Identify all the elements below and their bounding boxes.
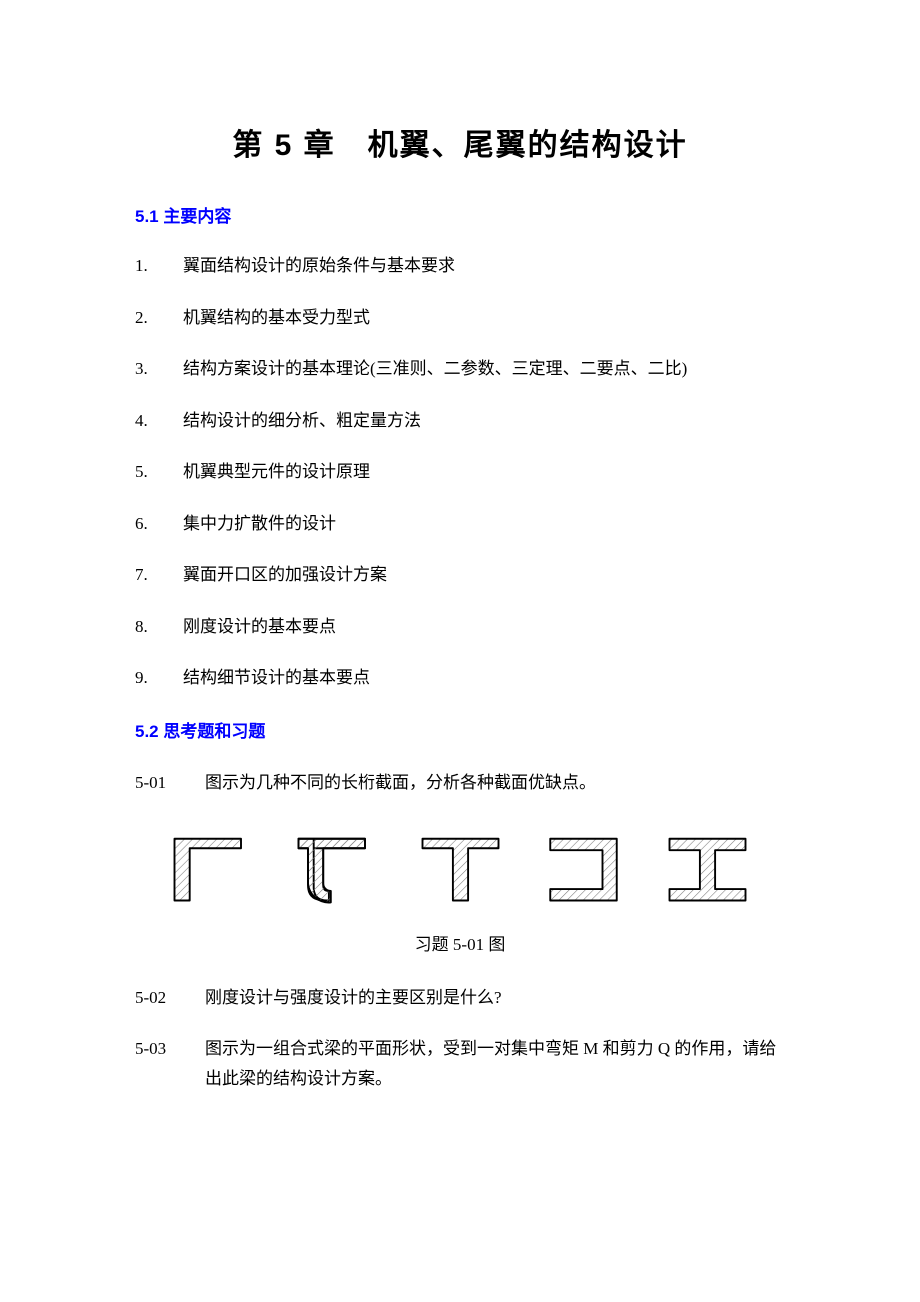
item-text: 结构细节设计的基本要点 [183, 665, 370, 691]
figure-caption: 习题 5-01 图 [135, 930, 785, 955]
item-number: 4. [135, 408, 183, 434]
list-item: 6.集中力扩散件的设计 [135, 511, 785, 537]
item-number: 2. [135, 305, 183, 331]
item-text: 翼面结构设计的原始条件与基本要求 [183, 253, 455, 279]
item-number: 9. [135, 665, 183, 691]
section-heading-5-2: 5.2 思考题和习题 [135, 717, 785, 742]
item-text: 机翼典型元件的设计原理 [183, 459, 370, 485]
question-number: 5-01 [135, 768, 205, 799]
question-5-03: 5-03 图示为一组合式梁的平面形状，受到一对集中弯矩 M 和剪力 Q 的作用，… [135, 1034, 785, 1095]
item-number: 5. [135, 459, 183, 485]
question-number: 5-03 [135, 1034, 205, 1095]
document-page: 第 5 章 机翼、尾翼的结构设计 5.1 主要内容 1.翼面结构设计的原始条件与… [0, 0, 920, 1175]
content-list: 1.翼面结构设计的原始条件与基本要求 2.机翼结构的基本受力型式 3.结构方案设… [135, 253, 785, 691]
item-number: 1. [135, 253, 183, 279]
question-5-02: 5-02 刚度设计与强度设计的主要区别是什么? [135, 983, 785, 1014]
cross-section-j-icon [289, 832, 384, 912]
question-number: 5-02 [135, 983, 205, 1014]
figure-5-01 [165, 832, 755, 912]
list-item: 4.结构设计的细分析、粗定量方法 [135, 408, 785, 434]
item-text: 结构设计的细分析、粗定量方法 [183, 408, 421, 434]
list-item: 3.结构方案设计的基本理论(三准则、二参数、三定理、二要点、二比) [135, 356, 785, 382]
question-text: 图示为一组合式梁的平面形状，受到一对集中弯矩 M 和剪力 Q 的作用，请给出此梁… [205, 1034, 785, 1095]
list-item: 1.翼面结构设计的原始条件与基本要求 [135, 253, 785, 279]
item-text: 刚度设计的基本要点 [183, 614, 336, 640]
item-number: 7. [135, 562, 183, 588]
list-item: 8.刚度设计的基本要点 [135, 614, 785, 640]
cross-section-angle-icon [165, 832, 260, 912]
item-text: 集中力扩散件的设计 [183, 511, 336, 537]
question-text: 刚度设计与强度设计的主要区别是什么? [205, 983, 785, 1014]
item-number: 8. [135, 614, 183, 640]
list-item: 2.机翼结构的基本受力型式 [135, 305, 785, 331]
cross-section-tee-icon [413, 832, 508, 912]
list-item: 5.机翼典型元件的设计原理 [135, 459, 785, 485]
item-number: 6. [135, 511, 183, 537]
question-text: 图示为几种不同的长桁截面，分析各种截面优缺点。 [205, 768, 785, 799]
cross-section-ibeam-icon [660, 832, 755, 912]
section-heading-5-1: 5.1 主要内容 [135, 202, 785, 227]
item-number: 3. [135, 356, 183, 382]
chapter-title: 第 5 章 机翼、尾翼的结构设计 [135, 120, 785, 164]
item-text: 机翼结构的基本受力型式 [183, 305, 370, 331]
list-item: 7.翼面开口区的加强设计方案 [135, 562, 785, 588]
list-item: 9.结构细节设计的基本要点 [135, 665, 785, 691]
question-5-01: 5-01 图示为几种不同的长桁截面，分析各种截面优缺点。 [135, 768, 785, 799]
item-text: 翼面开口区的加强设计方案 [183, 562, 387, 588]
item-text: 结构方案设计的基本理论(三准则、二参数、三定理、二要点、二比) [183, 356, 687, 382]
cross-section-channel-icon [536, 832, 631, 912]
